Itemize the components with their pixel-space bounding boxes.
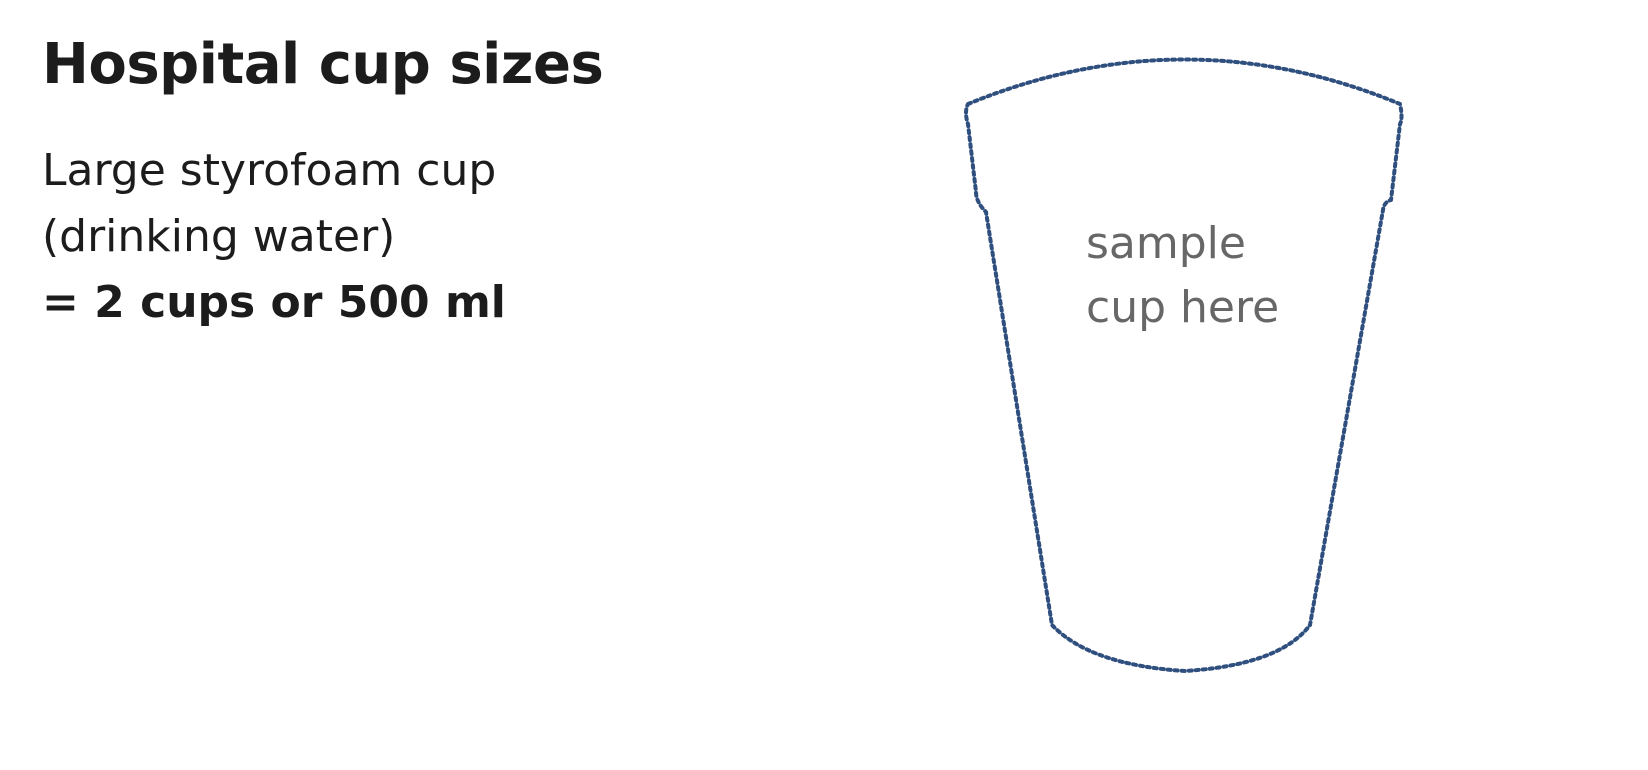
cup-outline-path <box>964 57 1404 673</box>
cup-description: Large styrofoam cup (drinking water) = 2… <box>42 138 506 336</box>
cup-name-line-1: Large styrofoam cup <box>42 145 497 196</box>
cup-equivalent: = 2 cups or 500 ml <box>42 277 506 328</box>
page-title: Hospital cup sizes <box>42 32 604 97</box>
cup-name-line-2: (drinking water) <box>42 211 396 262</box>
placeholder-line-2: cup here <box>1086 282 1280 333</box>
placeholder-line-1: sample <box>1086 218 1246 269</box>
sample-cup-placeholder: sample cup here <box>1086 212 1279 340</box>
